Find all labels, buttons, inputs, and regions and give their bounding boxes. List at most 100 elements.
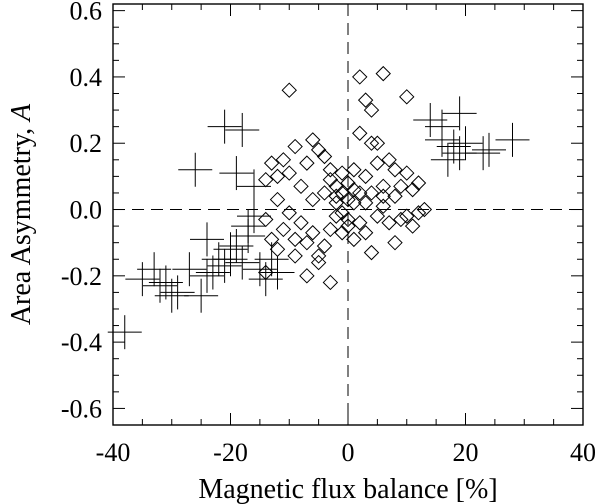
diamond-marker — [346, 231, 362, 248]
diamond-marker — [269, 241, 286, 258]
diamond-marker — [328, 188, 344, 204]
diamond-marker — [263, 231, 280, 248]
diamond-marker — [369, 155, 386, 171]
diamond-marker — [375, 178, 391, 195]
diamond-marker — [387, 234, 403, 251]
diamond-marker — [287, 231, 303, 248]
diamond-marker — [363, 244, 380, 261]
diamond-marker — [363, 185, 380, 201]
plus-marker — [190, 222, 224, 257]
diamond-marker — [363, 102, 380, 118]
diamond-marker — [352, 125, 368, 141]
plus-marker — [154, 278, 189, 313]
plus-marker — [260, 255, 295, 290]
diamond-marker — [340, 211, 356, 228]
diamond-marker — [399, 165, 415, 181]
diamond-marker — [299, 155, 315, 171]
diamond-marker — [305, 132, 321, 148]
diamond-marker — [322, 221, 339, 238]
diamond-marker — [258, 171, 274, 188]
diamond-marker — [310, 248, 327, 264]
diamond-marker — [357, 168, 374, 185]
plus-marker — [472, 132, 506, 167]
x-tick-labels: -40 -20 0 20 40 — [96, 438, 596, 467]
x-axis-title: Magnetic flux balance [%] — [198, 474, 497, 504]
diamond-marker — [363, 135, 380, 151]
x-tick-label: 40 — [570, 438, 596, 467]
diamond-marker — [281, 205, 297, 221]
y-tick-label: -0.6 — [61, 394, 102, 423]
diamond-marker — [334, 165, 350, 181]
plus-marker — [184, 278, 219, 313]
diamond-marker — [334, 225, 350, 241]
diamond-marker — [263, 155, 280, 171]
y-axis-title-symbol: A — [6, 103, 37, 123]
y-axis-title: Area Asymmetry, A — [6, 103, 37, 325]
diamond-marker — [404, 181, 421, 198]
diamond-marker — [316, 238, 333, 254]
diamond-marker — [410, 175, 427, 191]
diamond-marker — [399, 89, 415, 105]
plus-marker — [160, 275, 195, 310]
plus-marker — [207, 109, 242, 144]
diamond-marker — [387, 188, 403, 204]
diamond-marker — [399, 208, 415, 224]
diamond-marker — [328, 195, 344, 211]
diamond-marker — [293, 178, 309, 195]
diamond-marker — [328, 178, 344, 195]
diamond-marker — [281, 82, 297, 98]
diamond-marker — [275, 221, 292, 238]
diamond-marker — [346, 162, 362, 178]
diamond-marker — [269, 168, 286, 185]
diamond-marker — [410, 205, 427, 221]
x-tick-label: 0 — [342, 438, 355, 467]
diamond-marker — [393, 211, 409, 228]
y-tick-label: 0.0 — [70, 196, 103, 225]
diamond-marker — [346, 195, 362, 211]
plus-marker — [172, 252, 207, 287]
x-tick-label: 20 — [453, 438, 479, 467]
diamond-marker — [322, 274, 339, 291]
diamond-marker — [381, 215, 397, 231]
diamond-marker — [316, 148, 333, 165]
diamond-marker — [275, 152, 292, 168]
plus-marker — [225, 245, 260, 280]
diamond-marker — [352, 185, 368, 201]
plus-marker — [225, 112, 260, 147]
diamond-marker — [287, 248, 303, 264]
plus-marker — [207, 248, 242, 283]
diamond-marker — [369, 135, 386, 151]
diamond-marker — [357, 92, 374, 108]
diamond-marker — [322, 162, 339, 178]
y-axis-title-text: Area Asymmetry, — [6, 121, 37, 325]
diamond-marker — [281, 165, 297, 181]
diamond-marker — [258, 264, 274, 281]
y-tick-label: 0.6 — [70, 0, 103, 26]
plus-marker — [231, 219, 266, 254]
diamond-marker — [305, 225, 321, 241]
plus-marker — [495, 122, 530, 157]
diamond-marker — [375, 65, 391, 82]
diamond-marker — [357, 195, 374, 211]
diamond-marker — [381, 152, 397, 168]
diamond-marker — [299, 268, 315, 284]
diamond-marker — [299, 234, 315, 251]
plus-marker — [448, 126, 483, 161]
y-tick-label: -0.4 — [61, 328, 102, 357]
y-tick-labels: -0.6 -0.4 -0.2 0.0 0.2 0.4 0.6 — [61, 0, 102, 423]
diamond-marker — [369, 208, 386, 224]
plus-marker — [219, 156, 254, 191]
diamond-marker — [393, 178, 409, 195]
y-tick-label: 0.2 — [70, 129, 103, 158]
diamond-marker — [375, 188, 391, 204]
diamond-marker — [340, 175, 356, 191]
diamond-marker — [258, 211, 274, 228]
plus-marker — [466, 136, 501, 171]
diamond-marker — [352, 69, 368, 85]
x-tick-label: -40 — [96, 438, 131, 467]
diamond-marker — [310, 142, 327, 158]
diamond-marker — [305, 191, 321, 208]
diamond-marker — [322, 171, 339, 188]
diamond-marker — [340, 218, 356, 234]
